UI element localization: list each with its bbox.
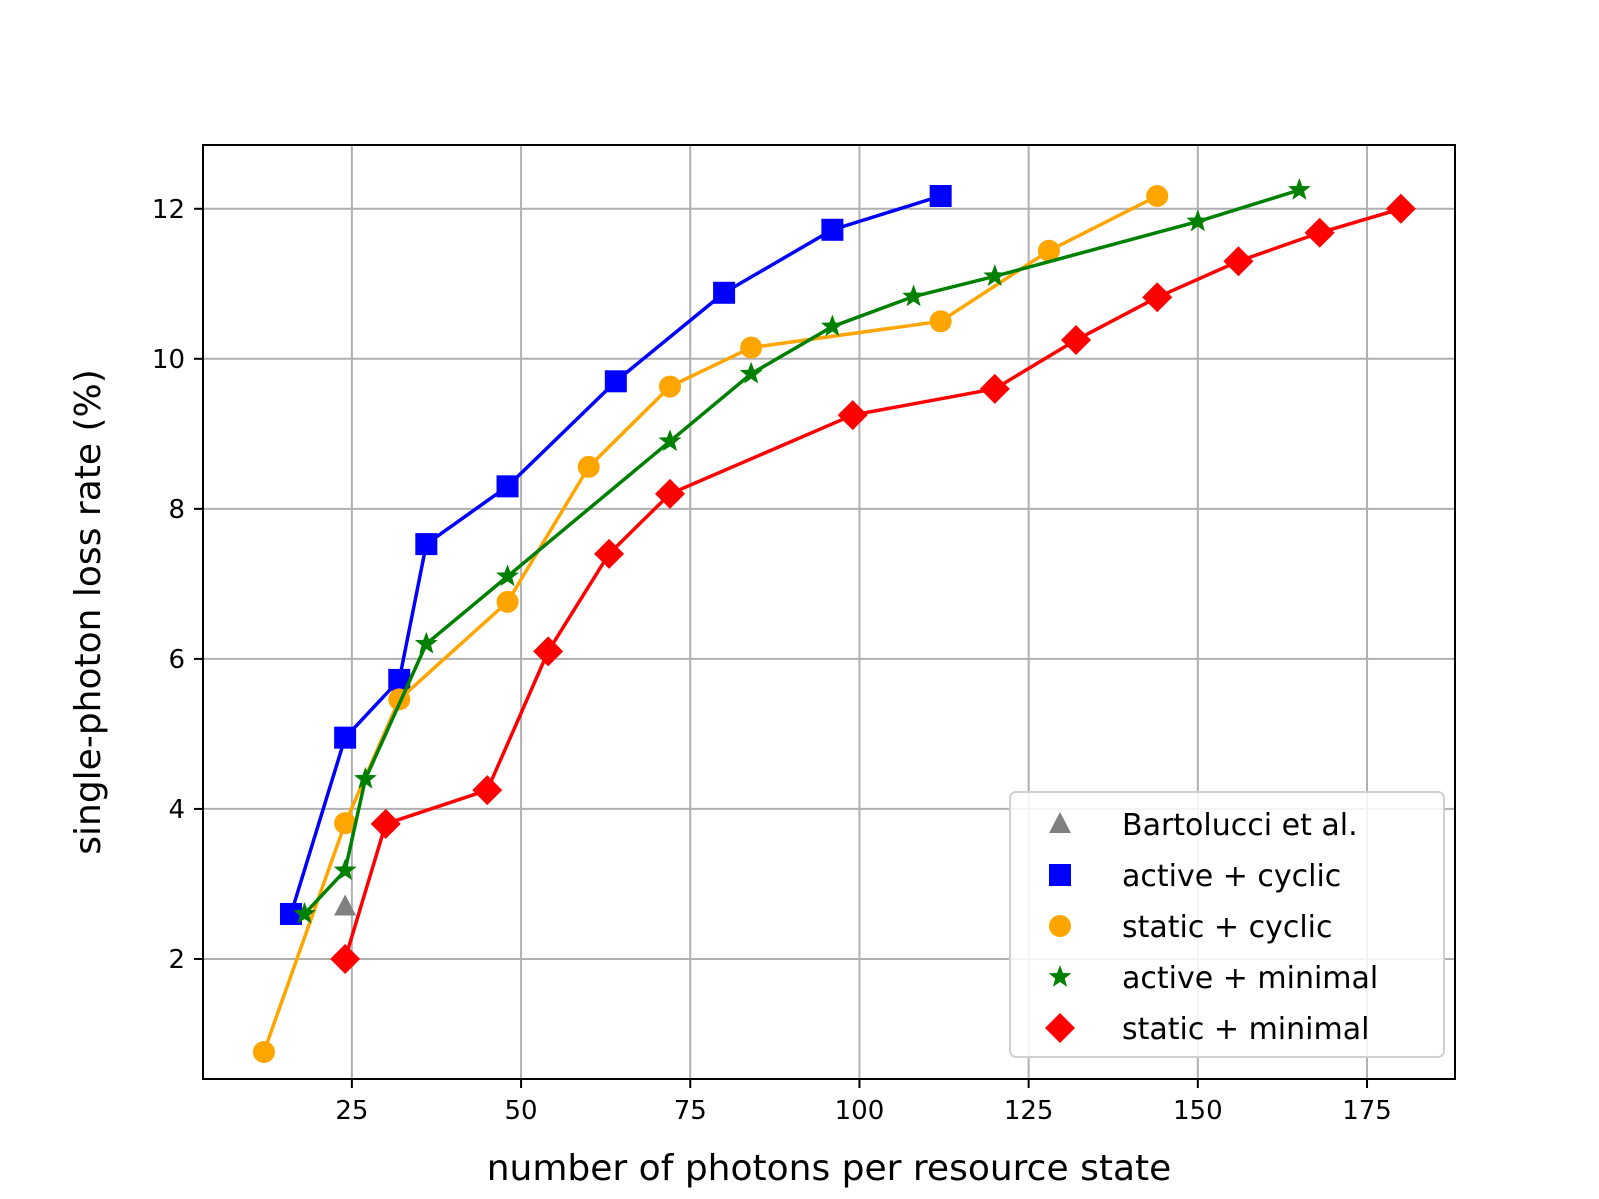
data-point-active-cyclic <box>821 218 844 241</box>
series-static-minimal <box>330 193 1416 974</box>
data-point-active-minimal <box>333 858 357 881</box>
data-point-static-minimal <box>1385 193 1416 224</box>
legend-marker <box>1049 812 1071 833</box>
data-point-active-cyclic <box>279 902 302 925</box>
data-point-static-minimal <box>1304 217 1335 248</box>
data-point-static-minimal <box>979 373 1010 404</box>
data-point-active-minimal <box>354 766 377 789</box>
data-point-static-minimal <box>837 400 868 431</box>
grid-lines <box>203 145 1455 1079</box>
y-tick-label: 10 <box>152 345 185 375</box>
legend-marker <box>1049 864 1071 886</box>
legend-entry: Bartolucci et al. <box>1049 808 1358 843</box>
data-point-static-minimal <box>1142 282 1173 313</box>
data-point-static-minimal <box>1223 246 1254 277</box>
x-tick-label: 25 <box>335 1096 368 1126</box>
data-point-active-cyclic <box>713 281 736 304</box>
data-point-active-cyclic <box>388 668 411 691</box>
data-point-static-cyclic <box>496 590 519 613</box>
y-tick-label: 2 <box>168 945 185 975</box>
x-tick-label: 150 <box>1173 1096 1223 1126</box>
data-point-active-cyclic <box>604 370 627 393</box>
data-point-static-minimal <box>472 775 503 806</box>
data-point-active-minimal <box>1186 209 1210 232</box>
y-tick-label: 4 <box>168 795 185 825</box>
legend-label: static + cyclic <box>1122 910 1332 945</box>
data-point-static-cyclic <box>577 455 600 478</box>
legend-entry: static + minimal <box>1045 1012 1369 1047</box>
data-point-active-minimal <box>1287 178 1311 200</box>
series-active-minimal <box>293 178 1311 924</box>
legend: Bartolucci et al. active + cyclic static +… <box>1009 791 1445 1058</box>
data-point-active-cyclic <box>415 533 438 556</box>
legend-entry: active + cyclic <box>1049 859 1341 894</box>
legend-label: active + minimal <box>1122 961 1378 996</box>
legend-entries: Bartolucci et al. active + cyclic static +… <box>1045 808 1378 1047</box>
data-point-active-minimal <box>820 314 844 337</box>
data-point-static-cyclic <box>252 1040 275 1063</box>
data-point-static-minimal <box>370 808 401 839</box>
data-point-static-minimal <box>533 636 564 667</box>
data-point-active-cyclic <box>496 475 519 498</box>
data-point-static-cyclic <box>1037 239 1060 262</box>
data-point-active-minimal <box>658 429 682 452</box>
data-point-static-cyclic <box>929 310 952 333</box>
data-point-active-minimal <box>983 264 1007 286</box>
legend-label: static + minimal <box>1122 1012 1369 1047</box>
data-point-active-minimal <box>739 361 763 384</box>
data-point-bartolucci-et-al <box>334 894 357 916</box>
data-point-static-minimal <box>330 943 361 974</box>
data-point-active-cyclic <box>334 726 357 749</box>
x-tick-label: 50 <box>505 1096 538 1126</box>
data-point-active-minimal <box>293 901 316 924</box>
legend-entry: active + minimal <box>1048 961 1378 996</box>
data-point-static-minimal <box>1061 325 1092 356</box>
plot-frame <box>202 144 1456 1080</box>
y-tick-label: 8 <box>168 495 185 525</box>
x-tick-label: 125 <box>1004 1096 1054 1126</box>
legend-marker <box>1045 1013 1075 1043</box>
data-point-static-cyclic <box>740 336 763 359</box>
series-line-active-minimal <box>303 188 1300 916</box>
series-bartolucci-et-al <box>334 894 357 916</box>
legend-entry: static + cyclic <box>1049 910 1332 945</box>
data-point-active-cyclic <box>929 185 952 208</box>
legend-box <box>1009 791 1445 1058</box>
legend-label: Bartolucci et al. <box>1122 808 1358 843</box>
legend-label: active + cyclic <box>1122 859 1341 894</box>
legend-marker <box>1048 965 1072 987</box>
series-active-cyclic <box>279 185 952 925</box>
axis-ticks: 25 50 75 100 125 150 175 2 4 6 8 10 12 <box>152 195 1392 1126</box>
data-point-static-cyclic <box>658 375 681 398</box>
data-series <box>252 178 1416 1063</box>
y-tick-label: 6 <box>168 645 185 675</box>
data-point-static-cyclic <box>1146 185 1169 208</box>
y-tick-label: 12 <box>152 195 185 225</box>
data-point-active-minimal <box>414 631 438 654</box>
x-axis-label: number of photons per resource state <box>487 1148 1172 1189</box>
data-point-active-minimal <box>902 284 926 307</box>
x-tick-label: 175 <box>1342 1096 1392 1126</box>
data-point-static-minimal <box>594 538 625 569</box>
x-tick-label: 75 <box>674 1096 707 1126</box>
data-point-active-minimal <box>496 564 519 587</box>
data-point-static-cyclic <box>334 812 357 835</box>
data-point-static-minimal <box>654 478 685 509</box>
legend-marker <box>1049 915 1071 937</box>
y-axis-label: single-photon loss rate (%) <box>68 369 109 855</box>
x-tick-label: 100 <box>835 1096 885 1126</box>
